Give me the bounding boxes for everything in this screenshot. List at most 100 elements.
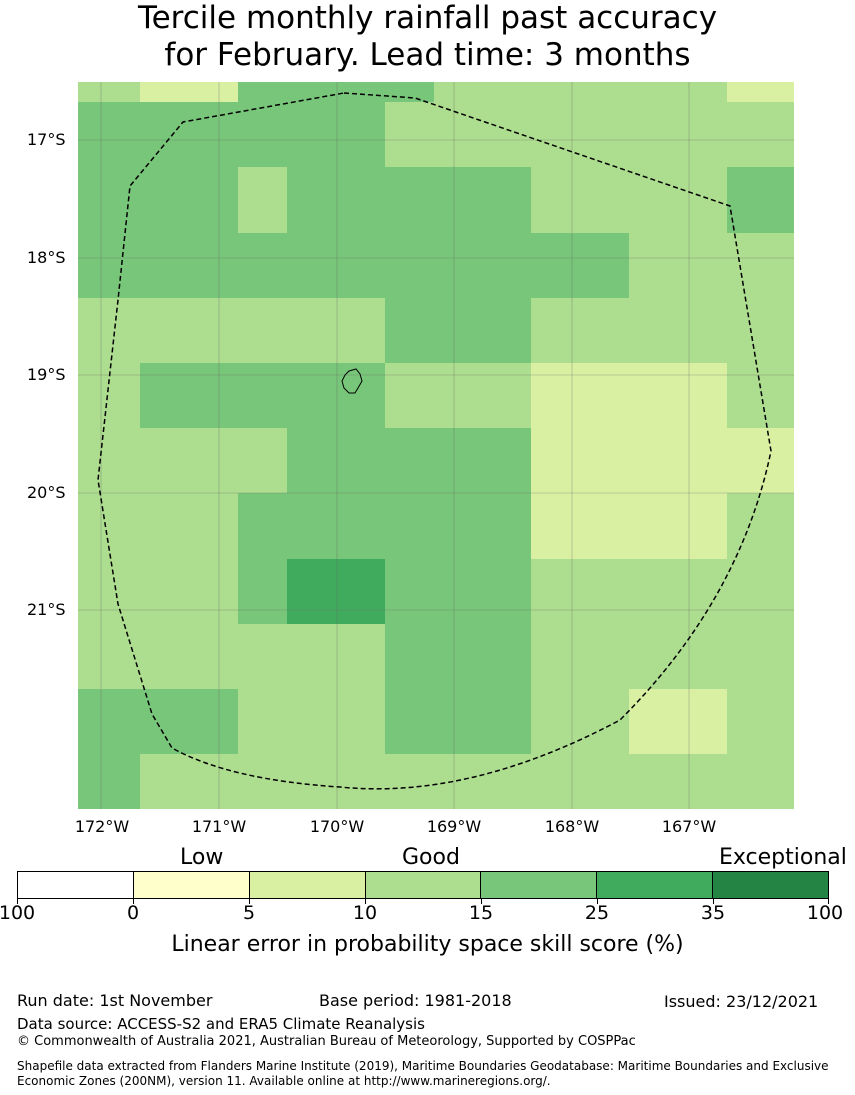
grid-cell [678, 559, 727, 624]
colorbar-tick-label: 100 [0, 902, 36, 924]
grid-cell [385, 624, 434, 689]
grid-cell [238, 167, 287, 233]
lon-label: 172°W [74, 817, 130, 836]
grid-cell [238, 233, 287, 298]
grid-cell [678, 624, 727, 689]
grid-cell [385, 298, 434, 363]
grid-cell [336, 493, 385, 559]
grid-cell [629, 689, 678, 754]
grid-cell [140, 754, 189, 809]
grid-cell [434, 82, 531, 102]
eez-boundary [97, 92, 772, 790]
grid-cell [336, 233, 385, 298]
grid-cell [727, 428, 794, 493]
grid-cell [78, 233, 140, 298]
grid-cell [189, 624, 238, 689]
grid-cell [727, 363, 794, 428]
colorbar-tick [597, 899, 598, 904]
colorbar-label: Linear error in probability space skill … [171, 932, 684, 957]
grid-cell [629, 428, 678, 493]
grid-cell [287, 559, 336, 624]
grid-cell [287, 363, 336, 428]
grid-cell [385, 493, 434, 559]
grid-cell [238, 493, 287, 559]
grid-cell [189, 363, 238, 428]
grid-cell [678, 82, 727, 102]
grid-cell [727, 754, 794, 809]
grid-cell [189, 754, 238, 809]
skill-score-map [78, 82, 794, 809]
grid-cell [287, 754, 336, 809]
grid-cell [385, 102, 434, 167]
grid-cell [629, 624, 678, 689]
lat-label: 19°S [27, 365, 66, 384]
grid-cell [727, 167, 794, 233]
grid-cell [140, 624, 189, 689]
grid-cell [238, 363, 287, 428]
grid-cell [678, 363, 727, 428]
lat-label: 21°S [27, 600, 66, 619]
grid-cell [434, 363, 531, 428]
grid-cell [189, 233, 238, 298]
grid-cell [189, 559, 238, 624]
grid-cell [189, 298, 238, 363]
lon-label: 167°W [661, 817, 717, 836]
grid-cell [336, 624, 385, 689]
grid-cell [531, 363, 629, 428]
grid-cell [140, 102, 189, 167]
colorbar-segment [713, 872, 829, 898]
grid-cell [727, 82, 794, 102]
copyright: © Commonwealth of Australia 2021, Austra… [17, 1034, 636, 1049]
grid-cell [727, 493, 794, 559]
grid-cell [336, 363, 385, 428]
grid-cell [238, 689, 287, 754]
grid-cell [727, 102, 794, 167]
grid-cell [727, 298, 794, 363]
grid-cell [238, 624, 287, 689]
grid-cell [434, 689, 531, 754]
grid-cell [629, 82, 678, 102]
map-title-line1: Tercile monthly rainfall past accuracy [137, 0, 718, 36]
grid-cell [287, 689, 336, 754]
grid-cell [140, 167, 189, 233]
colorbar-tick-label: 5 [242, 902, 256, 924]
colorbar-tick [713, 899, 714, 904]
grid-cell [336, 298, 385, 363]
legend-category-exceptional: Exceptional [719, 845, 847, 870]
grid-cell [727, 689, 794, 754]
graticule [78, 82, 794, 809]
colorbar-tick-label: 0 [126, 902, 140, 924]
grid-cell [629, 754, 678, 809]
grid-cell [238, 102, 287, 167]
grid-cell [434, 298, 531, 363]
grid-cell [385, 428, 434, 493]
grid-cell [78, 167, 140, 233]
lon-label: 169°W [426, 817, 482, 836]
grid-cell [78, 82, 140, 102]
grid-cell [78, 102, 140, 167]
grid-cell [336, 559, 385, 624]
grid-cell [287, 298, 336, 363]
colorbar-segment [481, 872, 598, 898]
grid-cell [531, 428, 629, 493]
grid-cell [336, 428, 385, 493]
grid-cell [531, 82, 629, 102]
grid-cell [678, 102, 727, 167]
grid-cell [434, 233, 531, 298]
grid-cell [434, 624, 531, 689]
grid-cell [78, 428, 140, 493]
lat-label: 18°S [27, 248, 66, 267]
grid-cell [189, 82, 238, 102]
grid-cell [140, 82, 189, 102]
colorbar-segment [18, 872, 134, 898]
grid-cell [78, 754, 140, 809]
colorbar-segment [133, 872, 250, 898]
grid-cell [531, 624, 629, 689]
grid-cell [678, 754, 727, 809]
grid-cell [385, 689, 434, 754]
grid-cell [531, 102, 629, 167]
grid-cell [287, 233, 336, 298]
legend-category-low: Low [180, 845, 224, 870]
lat-label: 17°S [27, 130, 66, 149]
grid-cells [78, 82, 794, 809]
